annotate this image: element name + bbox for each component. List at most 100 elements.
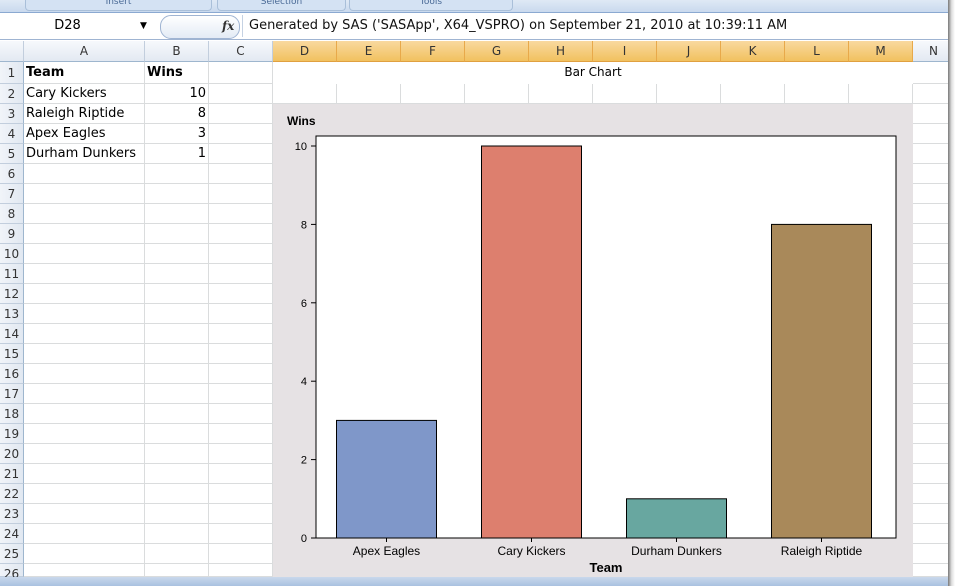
cell-C21[interactable] xyxy=(209,464,273,484)
cell-C23[interactable] xyxy=(209,504,273,524)
cell-C4[interactable] xyxy=(209,124,273,144)
row-header-8[interactable]: 8 xyxy=(0,204,24,224)
cell-C17[interactable] xyxy=(209,384,273,404)
row-header-1[interactable]: 1 xyxy=(0,62,24,84)
cell-C10[interactable] xyxy=(209,244,273,264)
cell-F2[interactable] xyxy=(401,84,465,104)
row-header-15[interactable]: 15 xyxy=(0,344,24,364)
row-header-24[interactable]: 24 xyxy=(0,524,24,544)
row-header-20[interactable]: 20 xyxy=(0,444,24,464)
cell-C11[interactable] xyxy=(209,264,273,284)
cell-C20[interactable] xyxy=(209,444,273,464)
cell-M2[interactable] xyxy=(849,84,913,104)
cell-L2[interactable] xyxy=(785,84,849,104)
cell-A25[interactable] xyxy=(24,544,145,564)
cell-B17[interactable] xyxy=(145,384,209,404)
cell-B10[interactable] xyxy=(145,244,209,264)
cell-B8[interactable] xyxy=(145,204,209,224)
cell-B25[interactable] xyxy=(145,544,209,564)
cell-B13[interactable] xyxy=(145,304,209,324)
row-header-5[interactable]: 5 xyxy=(0,144,24,164)
row-header-9[interactable]: 9 xyxy=(0,224,24,244)
cell-A2[interactable]: Cary Kickers xyxy=(24,84,145,104)
cell-B22[interactable] xyxy=(145,484,209,504)
row-header-3[interactable]: 3 xyxy=(0,104,24,124)
cell-A5[interactable]: Durham Dunkers xyxy=(24,144,145,164)
cell-C26[interactable] xyxy=(209,564,273,577)
cell-C19[interactable] xyxy=(209,424,273,444)
cell-A26[interactable] xyxy=(24,564,145,577)
column-header-B[interactable]: B xyxy=(145,41,209,62)
column-header-M[interactable]: M xyxy=(849,41,913,62)
cell-A19[interactable] xyxy=(24,424,145,444)
cell-C8[interactable] xyxy=(209,204,273,224)
cell-I2[interactable] xyxy=(593,84,657,104)
column-header-H[interactable]: H xyxy=(529,41,593,62)
row-header-21[interactable]: 21 xyxy=(0,464,24,484)
cell-A8[interactable] xyxy=(24,204,145,224)
cell-A24[interactable] xyxy=(24,524,145,544)
cell-C9[interactable] xyxy=(209,224,273,244)
cell-C24[interactable] xyxy=(209,524,273,544)
cell-H2[interactable] xyxy=(529,84,593,104)
sheet-tabs-bar[interactable] xyxy=(0,577,948,586)
cell-A11[interactable] xyxy=(24,264,145,284)
cell-A21[interactable] xyxy=(24,464,145,484)
column-header-C[interactable]: C xyxy=(209,41,273,62)
cell-C14[interactable] xyxy=(209,324,273,344)
cell-B24[interactable] xyxy=(145,524,209,544)
function-icon[interactable]: fx xyxy=(222,19,235,33)
row-header-17[interactable]: 17 xyxy=(0,384,24,404)
cell-C7[interactable] xyxy=(209,184,273,204)
cell-A22[interactable] xyxy=(24,484,145,504)
column-header-G[interactable]: G xyxy=(465,41,529,62)
ribbon-group-insert[interactable]: Insert xyxy=(25,0,212,11)
row-header-10[interactable]: 10 xyxy=(0,244,24,264)
cell-C6[interactable] xyxy=(209,164,273,184)
cell-B5[interactable]: 1 xyxy=(145,144,209,164)
column-header-K[interactable]: K xyxy=(721,41,785,62)
cell-B18[interactable] xyxy=(145,404,209,424)
row-header-12[interactable]: 12 xyxy=(0,284,24,304)
cell-A15[interactable] xyxy=(24,344,145,364)
cell-J2[interactable] xyxy=(657,84,721,104)
cell-D2[interactable] xyxy=(273,84,337,104)
cell-B19[interactable] xyxy=(145,424,209,444)
cell-G2[interactable] xyxy=(465,84,529,104)
cell-A7[interactable] xyxy=(24,184,145,204)
column-header-L[interactable]: L xyxy=(785,41,849,62)
cell-B3[interactable]: 8 xyxy=(145,104,209,124)
row-header-18[interactable]: 18 xyxy=(0,404,24,424)
cell-B4[interactable]: 3 xyxy=(145,124,209,144)
row-header-14[interactable]: 14 xyxy=(0,324,24,344)
row-header-13[interactable]: 13 xyxy=(0,304,24,324)
row-header-23[interactable]: 23 xyxy=(0,504,24,524)
cell-B2[interactable]: 10 xyxy=(145,84,209,104)
cell-B6[interactable] xyxy=(145,164,209,184)
cell-A9[interactable] xyxy=(24,224,145,244)
cell-B21[interactable] xyxy=(145,464,209,484)
cell-A6[interactable] xyxy=(24,164,145,184)
ribbon-group-tools[interactable]: Tools xyxy=(349,0,513,11)
cell-B15[interactable] xyxy=(145,344,209,364)
row-header-4[interactable]: 4 xyxy=(0,124,24,144)
cell-C15[interactable] xyxy=(209,344,273,364)
cell-B20[interactable] xyxy=(145,444,209,464)
cell-A10[interactable] xyxy=(24,244,145,264)
row-header-16[interactable]: 16 xyxy=(0,364,24,384)
cell-B26[interactable] xyxy=(145,564,209,577)
column-header-J[interactable]: J xyxy=(657,41,721,62)
row-header-25[interactable]: 25 xyxy=(0,544,24,564)
cell-B23[interactable] xyxy=(145,504,209,524)
cell-A14[interactable] xyxy=(24,324,145,344)
ribbon-group-selection[interactable]: Selection xyxy=(217,0,346,11)
cell-A20[interactable] xyxy=(24,444,145,464)
row-header-19[interactable]: 19 xyxy=(0,424,24,444)
cell-C1[interactable] xyxy=(209,62,273,84)
column-header-D[interactable]: D xyxy=(273,41,337,62)
chevron-down-icon[interactable]: ▼ xyxy=(140,21,147,31)
cell-B16[interactable] xyxy=(145,364,209,384)
cell-B11[interactable] xyxy=(145,264,209,284)
cell-B14[interactable] xyxy=(145,324,209,344)
row-header-11[interactable]: 11 xyxy=(0,264,24,284)
